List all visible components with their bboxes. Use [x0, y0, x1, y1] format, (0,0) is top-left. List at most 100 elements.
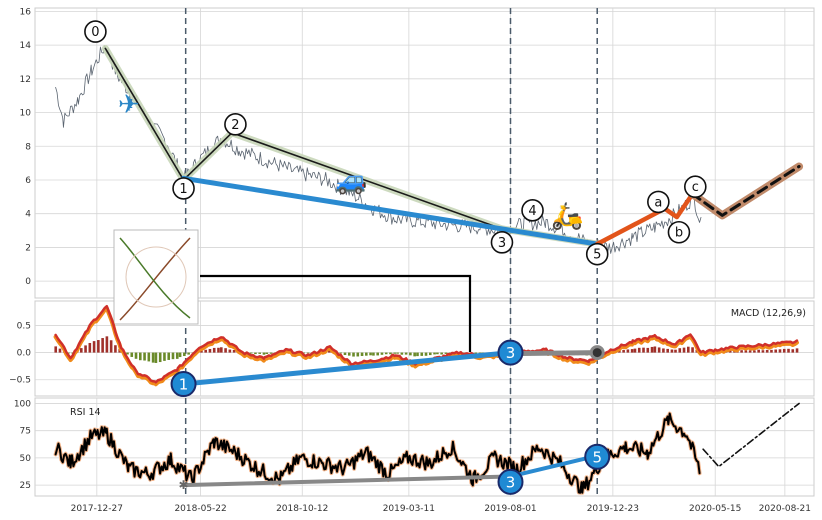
macd-histogram-bar: [97, 340, 100, 353]
macd-histogram-bar: [339, 352, 343, 354]
macd-histogram-bar: [618, 350, 621, 353]
macd-histogram-bar: [54, 346, 58, 353]
macd-histogram-bar: [175, 352, 179, 359]
macd-histogram-bar: [147, 352, 151, 362]
macd-histogram-bar: [686, 346, 690, 353]
macd-histogram-bar: [143, 352, 146, 361]
macd-histogram-bar: [343, 352, 347, 356]
macd-histogram-bar: [444, 352, 448, 354]
macd-grey-line: [508, 350, 600, 357]
price-ytick-label: 2: [25, 243, 31, 253]
macd-histogram-bar: [220, 347, 223, 353]
macd-histogram-bar: [151, 352, 155, 363]
wave-label-circle: [684, 175, 707, 199]
macd-trend-line: [181, 350, 514, 387]
macd-histogram-bar: [105, 336, 109, 353]
macd-histogram-bar: [58, 348, 62, 353]
rsi-ytick-label: 25: [20, 481, 31, 491]
macd-histogram-bar: [653, 346, 657, 353]
macd-histogram-bar: [217, 347, 220, 353]
price-ytick-label: 0: [25, 277, 31, 287]
price-ytick-label: 12: [20, 75, 31, 85]
macd-histogram-bar: [347, 352, 351, 356]
price-ytick-label: 4: [25, 210, 31, 220]
rsi-marker-label: 3: [506, 473, 516, 491]
macd-histogram-bar: [101, 338, 104, 353]
macd-histogram-bar: [88, 342, 92, 353]
macd-histogram-bar: [424, 352, 428, 356]
xtick-label: 2017-12-27: [71, 504, 123, 514]
wave-label-circle: [585, 242, 609, 266]
xtick-label: 2019-03-11: [383, 504, 435, 514]
macd-histogram-bar: [420, 352, 424, 356]
wave-label: 5: [593, 248, 601, 263]
macd-histogram-bar: [666, 348, 669, 353]
macd-histogram-bar: [79, 348, 83, 353]
macd-histogram-bar: [393, 352, 397, 354]
rsi-marker-circle: [497, 468, 524, 495]
macd-ytick-label: 0.0: [17, 349, 32, 359]
macd-histogram-bar: [232, 349, 236, 353]
macd-ytick-label: −0.5: [9, 376, 31, 386]
wave-label-circle: [667, 220, 691, 244]
macd-histogram-bar: [774, 349, 778, 353]
rsi-marker-label: 5: [592, 448, 602, 466]
macd-histogram-bar: [650, 346, 654, 353]
macd-histogram-bar: [138, 352, 142, 361]
car-icon: 🚙: [335, 166, 367, 196]
macd-histogram-bar: [208, 348, 212, 353]
macd-marker-label: 3: [506, 344, 516, 362]
price-ytick-label: 6: [25, 176, 31, 186]
macd-histogram-bar: [396, 352, 399, 354]
macd-marker-circle: [170, 371, 197, 398]
macd-histogram-bar: [369, 352, 372, 356]
macd-histogram-bar: [626, 349, 630, 353]
macd-histogram-bar: [265, 352, 269, 354]
macd-histogram-bar: [757, 349, 760, 353]
xtick-label: 2019-08-01: [484, 504, 536, 514]
macd-marker-label: 1: [179, 376, 189, 394]
connector-line: [200, 274, 472, 352]
macd-end-dot: [589, 345, 605, 361]
rsi-marker-circle: [584, 443, 611, 470]
macd-histogram-bar: [258, 352, 262, 354]
rsi-title: RSI 14: [70, 407, 101, 418]
wave-label: c: [692, 180, 699, 195]
macd-histogram-bar: [376, 352, 379, 356]
wave-label: 4: [528, 204, 536, 219]
rsi-ytick-label: 100: [14, 399, 31, 409]
wave-label-circle: [84, 20, 107, 43]
wave-label: 0: [91, 25, 99, 40]
macd-histogram-bar: [254, 352, 257, 355]
macd-histogram-bar: [130, 352, 134, 357]
macd-histogram-bar: [778, 349, 782, 353]
macd-histogram-bar: [400, 352, 404, 355]
wave-label-circle: [172, 177, 195, 200]
macd-histogram-bar: [670, 349, 674, 353]
macd-histogram-bar: [637, 347, 641, 353]
macd-histogram-bar: [154, 352, 158, 363]
xtick-label: 2020-05-15: [689, 504, 741, 514]
macd-histogram-bar: [380, 352, 384, 355]
xtick-label: 2020-08-21: [759, 504, 811, 514]
macd-histogram-bar: [389, 352, 392, 355]
macd-histogram-bar: [178, 352, 182, 358]
wave-label: 3: [498, 236, 506, 251]
macd-title: MACD (12,26,9): [731, 308, 806, 319]
rsi-projection: [702, 402, 800, 468]
macd-histogram-bar: [413, 352, 416, 357]
macd-histogram-bar: [682, 347, 686, 353]
macd-histogram-bar: [187, 352, 190, 355]
macd-histogram-bar: [306, 352, 310, 354]
macd-histogram-bar: [678, 348, 682, 353]
price-ytick-label: 8: [25, 142, 31, 152]
macd-histogram-bar: [269, 352, 273, 354]
macd-histogram-bar: [791, 349, 795, 353]
macd-histogram-bar: [365, 352, 368, 356]
macd-histogram-bar: [228, 349, 232, 353]
inset-curve: [119, 237, 191, 319]
rsi-grey-line: [181, 474, 513, 488]
macd-histogram-bar: [352, 352, 355, 357]
macd-histogram-bar: [433, 352, 436, 355]
